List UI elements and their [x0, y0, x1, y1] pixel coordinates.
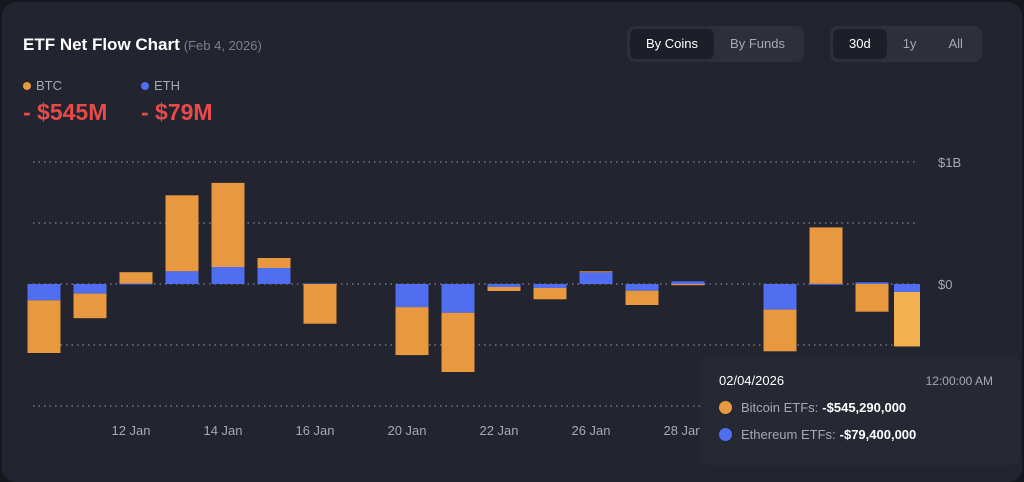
range-1y-button[interactable]: 1y [902, 36, 917, 51]
legend-eth-label: ETH [154, 78, 180, 93]
eth-bar[interactable] [809, 283, 843, 285]
x-tick-label: 14 Jan [203, 423, 242, 438]
btc-bar[interactable] [809, 227, 843, 284]
eth-bar[interactable] [165, 271, 199, 284]
tooltip-value: -$545,290,000 [822, 400, 907, 415]
legend-btc: BTC [23, 78, 62, 93]
tooltip-date: 02/04/2026 [719, 373, 785, 388]
y-tick-label: $1B [938, 155, 961, 170]
eth-bar[interactable] [855, 282, 889, 284]
tooltip-label: Ethereum ETFs: [741, 427, 836, 442]
btc-bar[interactable] [165, 195, 199, 272]
btc-bar[interactable] [625, 290, 659, 305]
btc-dot-icon [23, 81, 31, 90]
x-tick-label: 12 Jan [111, 423, 150, 438]
legend-eth: ETH [141, 78, 180, 93]
eth-bar[interactable] [119, 283, 153, 285]
range-toggle: 30d 1y All [830, 26, 982, 62]
eth-bar[interactable] [894, 284, 920, 292]
tooltip-time: 12:00:00 AM [925, 374, 993, 388]
eth-bar[interactable] [763, 284, 797, 310]
eth-bar[interactable] [579, 272, 613, 284]
eth-bar[interactable] [625, 284, 659, 291]
btc-dot-icon [719, 401, 732, 414]
title-date: (Feb 4, 2026) [183, 38, 262, 53]
btc-bar[interactable] [671, 284, 705, 286]
btc-bar[interactable] [894, 291, 920, 347]
btc-bar[interactable] [441, 312, 475, 372]
range-30d-button[interactable]: 30d [833, 29, 887, 59]
btc-bar[interactable] [579, 271, 613, 273]
btc-bar[interactable] [763, 309, 797, 352]
eth-bar[interactable] [533, 284, 567, 288]
eth-bar[interactable] [257, 268, 291, 284]
x-tick-label: 20 Jan [387, 423, 426, 438]
tooltip-row-eth: Ethereum ETFs: -$79,400,000 [719, 427, 916, 442]
btc-bar[interactable] [855, 284, 889, 312]
btc-bar[interactable] [257, 258, 291, 268]
tooltip-row-btc: Bitcoin ETFs: -$545,290,000 [719, 400, 906, 415]
eth-net-flow: - $79M [141, 99, 213, 125]
eth-bar[interactable] [395, 284, 429, 308]
tooltip-label: Bitcoin ETFs: [741, 400, 819, 415]
title-text: ETF Net Flow Chart [23, 35, 180, 54]
eth-bar[interactable] [441, 284, 475, 313]
eth-dot-icon [141, 81, 149, 90]
x-tick-label: 22 Jan [479, 423, 518, 438]
range-all-button[interactable]: All [948, 36, 963, 51]
eth-bar[interactable] [211, 267, 245, 284]
tooltip-value: -$79,400,000 [839, 427, 917, 442]
eth-bar[interactable] [671, 281, 705, 284]
x-tick-label: 16 Jan [295, 423, 334, 438]
y-tick-label: $0 [938, 277, 952, 292]
btc-bar[interactable] [395, 307, 429, 356]
x-tick-label: 28 Jan [663, 423, 702, 438]
view-toggle: By Coins By Funds [627, 26, 804, 62]
btc-bar[interactable] [487, 287, 521, 291]
eth-bar[interactable] [487, 284, 521, 287]
btc-bar[interactable] [119, 272, 153, 284]
eth-dot-icon [719, 428, 732, 441]
by-funds-button[interactable]: By Funds [730, 36, 785, 51]
by-coins-button[interactable]: By Coins [630, 29, 715, 59]
btc-bar[interactable] [303, 284, 337, 324]
btc-bar[interactable] [27, 300, 61, 353]
eth-bar[interactable] [27, 284, 61, 301]
btc-bar[interactable] [533, 288, 567, 300]
btc-bar[interactable] [73, 293, 107, 319]
legend-btc-label: BTC [36, 78, 62, 93]
x-tick-label: 26 Jan [571, 423, 610, 438]
chart-title: ETF Net Flow Chart (Feb 4, 2026) [23, 35, 262, 55]
btc-bar[interactable] [211, 182, 245, 267]
chart-tooltip: 02/04/2026 12:00:00 AM Bitcoin ETFs: -$54… [700, 355, 1020, 465]
eth-bar[interactable] [73, 284, 107, 294]
btc-net-flow: - $545M [23, 99, 108, 125]
